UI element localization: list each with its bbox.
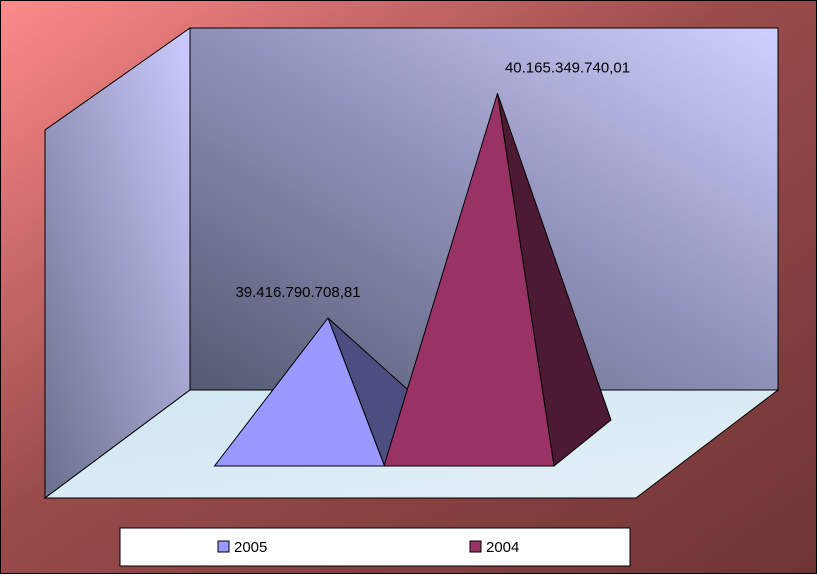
- legend-label: 2004: [486, 539, 519, 556]
- plot: 39.416.790.708,81 40.165.349.740,01: [213, 59, 630, 467]
- legend-label: 2005: [234, 539, 267, 556]
- data-label: 39.416.790.708,81: [235, 284, 360, 301]
- legend-swatch: [469, 540, 482, 553]
- data-label: 40.165.349.740,01: [505, 59, 630, 76]
- legend: [119, 527, 631, 567]
- legend-swatch: [217, 540, 230, 553]
- pyramid-front: [213, 316, 386, 467]
- legend-items: 2005 2004: [217, 539, 519, 556]
- pyramid-front: [383, 93, 555, 467]
